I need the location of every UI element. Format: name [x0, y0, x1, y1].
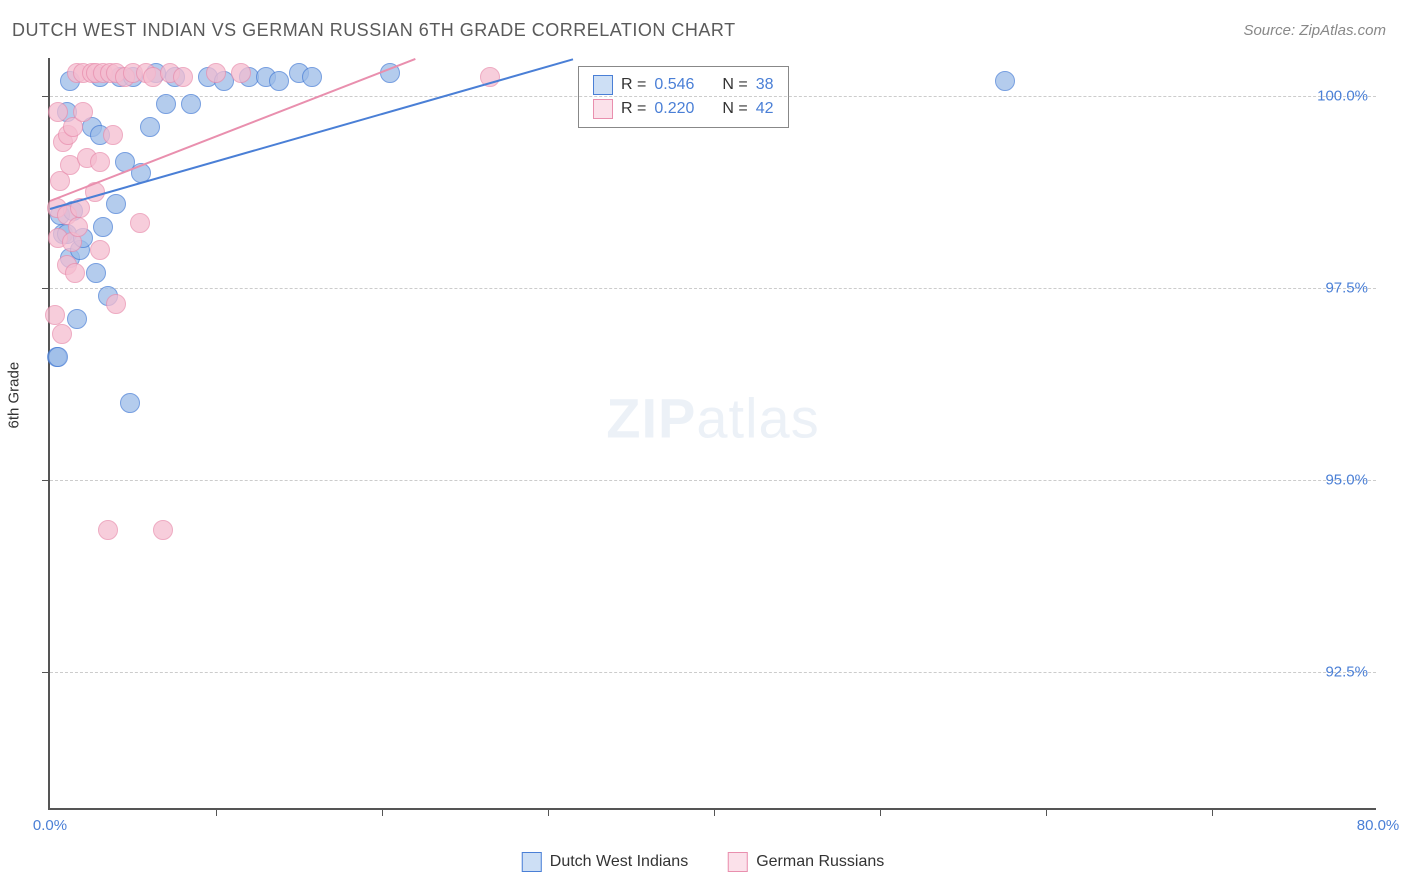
- legend-label: Dutch West Indians: [550, 853, 688, 871]
- x-tick-mark: [880, 808, 881, 816]
- source-label: Source: ZipAtlas.com: [1243, 22, 1386, 39]
- x-tick-mark: [382, 808, 383, 816]
- x-tick-label: 80.0%: [1357, 817, 1400, 834]
- scatter-point: [173, 67, 193, 87]
- legend-swatch: [728, 852, 748, 872]
- scatter-point: [181, 94, 201, 114]
- stat-label-n: N =: [722, 100, 747, 118]
- scatter-point: [206, 63, 226, 83]
- y-tick-label: 100.0%: [1317, 88, 1368, 105]
- x-tick-mark: [1046, 808, 1047, 816]
- scatter-point: [140, 117, 160, 137]
- stat-label-n: N =: [722, 76, 747, 94]
- bottom-legend-item: German Russians: [728, 852, 884, 872]
- scatter-point: [93, 217, 113, 237]
- stat-value-n: 42: [756, 100, 774, 118]
- y-axis-label: 6th Grade: [6, 362, 23, 429]
- grid-line: [50, 672, 1376, 673]
- bottom-legend-item: Dutch West Indians: [522, 852, 688, 872]
- y-tick-mark: [42, 96, 50, 97]
- scatter-point: [65, 263, 85, 283]
- stat-value-n: 38: [756, 76, 774, 94]
- scatter-point: [86, 263, 106, 283]
- bottom-legend: Dutch West Indians German Russians: [522, 852, 884, 872]
- grid-line: [50, 96, 1376, 97]
- scatter-point: [45, 305, 65, 325]
- scatter-point: [106, 194, 126, 214]
- scatter-point: [153, 520, 173, 540]
- stat-value-r: 0.546: [654, 76, 694, 94]
- stat-value-r: 0.220: [654, 100, 694, 118]
- stat-label-r: R =: [621, 76, 646, 94]
- scatter-point: [68, 217, 88, 237]
- scatter-point: [73, 102, 93, 122]
- grid-line: [50, 288, 1376, 289]
- y-tick-label: 97.5%: [1325, 280, 1368, 297]
- legend-label: German Russians: [756, 853, 884, 871]
- scatter-point: [120, 393, 140, 413]
- y-tick-mark: [42, 480, 50, 481]
- grid-line: [50, 480, 1376, 481]
- x-tick-mark: [714, 808, 715, 816]
- scatter-point: [106, 294, 126, 314]
- x-tick-label: 0.0%: [33, 817, 67, 834]
- scatter-point: [48, 347, 68, 367]
- legend-swatch: [593, 99, 613, 119]
- plot-area: ZIPatlas R = 0.546 N = 38 R = 0.220 N = 42 92.5…: [48, 58, 1376, 810]
- y-tick-mark: [42, 288, 50, 289]
- scatter-point: [67, 309, 87, 329]
- scatter-point: [995, 71, 1015, 91]
- scatter-point: [90, 152, 110, 172]
- scatter-point: [103, 125, 123, 145]
- scatter-point: [98, 520, 118, 540]
- scatter-point: [90, 240, 110, 260]
- scatter-point: [52, 324, 72, 344]
- chart-title: DUTCH WEST INDIAN VS GERMAN RUSSIAN 6TH …: [12, 20, 736, 41]
- stats-legend-row: R = 0.546 N = 38: [593, 73, 774, 97]
- y-tick-mark: [42, 672, 50, 673]
- legend-swatch: [593, 75, 613, 95]
- x-tick-mark: [548, 808, 549, 816]
- stats-legend-row: R = 0.220 N = 42: [593, 97, 774, 121]
- stat-label-r: R =: [621, 100, 646, 118]
- x-tick-mark: [1212, 808, 1213, 816]
- legend-swatch: [522, 852, 542, 872]
- x-tick-mark: [216, 808, 217, 816]
- scatter-point: [156, 94, 176, 114]
- y-tick-label: 95.0%: [1325, 472, 1368, 489]
- scatter-point: [48, 102, 68, 122]
- y-tick-label: 92.5%: [1325, 663, 1368, 680]
- scatter-point: [269, 71, 289, 91]
- scatter-point: [302, 67, 322, 87]
- scatter-point: [130, 213, 150, 233]
- watermark: ZIPatlas: [606, 386, 819, 451]
- scatter-point: [231, 63, 251, 83]
